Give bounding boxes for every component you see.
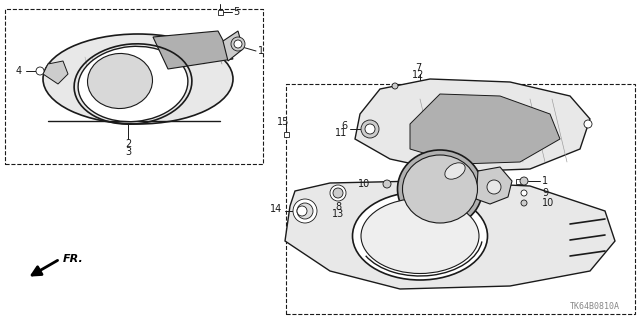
Circle shape xyxy=(383,180,391,188)
Ellipse shape xyxy=(361,198,479,273)
Text: 13: 13 xyxy=(332,209,344,219)
Text: 2: 2 xyxy=(125,139,131,149)
Polygon shape xyxy=(223,31,243,61)
Ellipse shape xyxy=(445,163,465,179)
Text: 10: 10 xyxy=(542,198,554,208)
Text: 8: 8 xyxy=(335,202,341,212)
Polygon shape xyxy=(285,181,615,289)
Circle shape xyxy=(333,188,343,198)
Text: 5: 5 xyxy=(233,7,239,17)
Bar xyxy=(286,84,635,314)
Text: 12: 12 xyxy=(412,70,424,80)
Text: 1: 1 xyxy=(542,176,548,186)
Circle shape xyxy=(361,120,379,138)
Circle shape xyxy=(365,124,375,134)
Circle shape xyxy=(231,37,245,51)
Bar xyxy=(284,131,289,137)
Text: 9: 9 xyxy=(542,188,548,198)
Circle shape xyxy=(521,200,527,206)
Circle shape xyxy=(584,120,592,128)
Ellipse shape xyxy=(88,54,152,108)
Bar xyxy=(5,9,263,164)
Ellipse shape xyxy=(403,155,477,223)
Text: 14: 14 xyxy=(269,204,282,214)
Circle shape xyxy=(297,203,313,219)
Bar xyxy=(515,179,520,183)
Text: FR.: FR. xyxy=(63,254,84,264)
Circle shape xyxy=(520,177,528,185)
Text: 11: 11 xyxy=(335,128,347,138)
Circle shape xyxy=(487,180,501,194)
Circle shape xyxy=(392,83,398,89)
Ellipse shape xyxy=(78,46,188,122)
Circle shape xyxy=(36,67,44,75)
Text: 6: 6 xyxy=(341,121,347,131)
Ellipse shape xyxy=(397,150,483,228)
Polygon shape xyxy=(410,94,560,164)
Text: 1: 1 xyxy=(258,46,264,56)
Text: 10: 10 xyxy=(358,179,370,189)
Text: TK64B0810A: TK64B0810A xyxy=(570,302,620,311)
Bar xyxy=(218,10,223,14)
Circle shape xyxy=(521,190,527,196)
Polygon shape xyxy=(153,31,233,69)
Text: 15: 15 xyxy=(277,117,289,127)
Ellipse shape xyxy=(43,34,233,124)
Text: 4: 4 xyxy=(16,66,22,76)
Circle shape xyxy=(297,206,307,216)
Text: 7: 7 xyxy=(415,63,421,73)
Polygon shape xyxy=(355,79,590,172)
Circle shape xyxy=(330,185,346,201)
Ellipse shape xyxy=(353,192,488,280)
Polygon shape xyxy=(43,61,68,84)
Text: 3: 3 xyxy=(125,147,131,157)
Circle shape xyxy=(293,199,317,223)
Circle shape xyxy=(234,40,242,48)
Polygon shape xyxy=(476,167,512,204)
